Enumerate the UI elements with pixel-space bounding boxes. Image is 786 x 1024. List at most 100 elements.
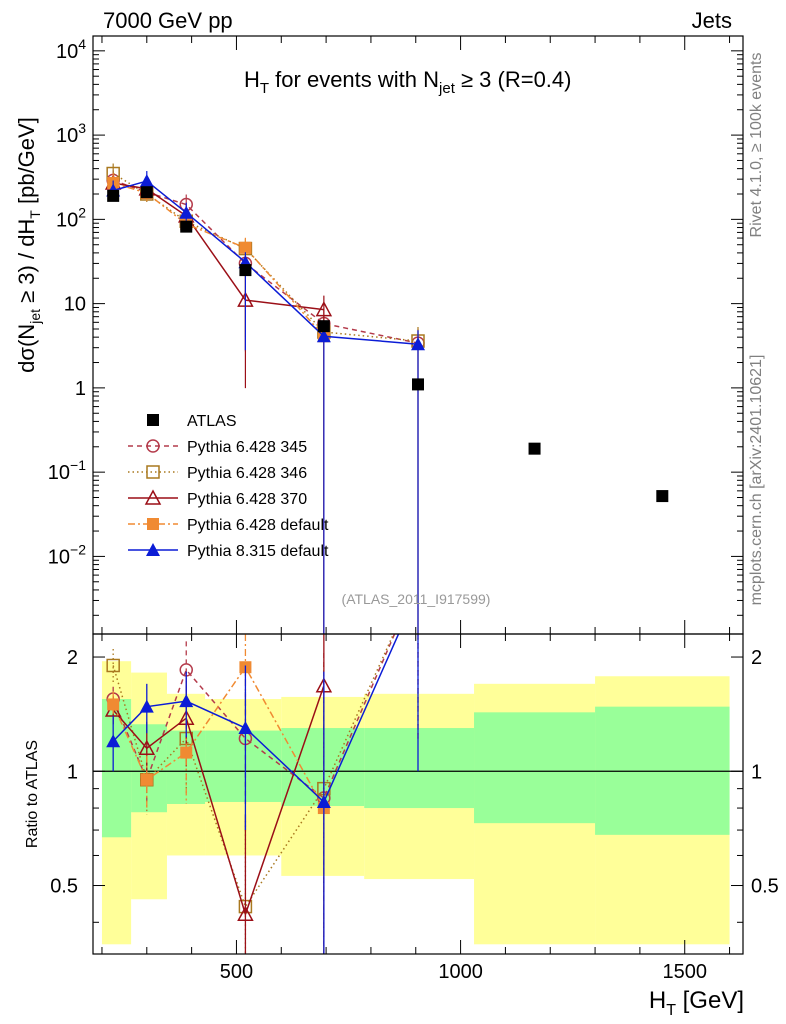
main-point: [315, 300, 333, 317]
ylabel-part-e: [pb/GeV]: [14, 117, 39, 210]
atlas-point: [180, 220, 193, 233]
main-ytick-label: 10−2: [48, 541, 86, 568]
ratio-series-line: [112, 634, 396, 800]
ratio-band-green: [205, 730, 282, 802]
main-series-line: [112, 180, 419, 345]
atlas-point: [140, 186, 153, 199]
plot-title-end: ≥ 3 (R=0.4): [455, 67, 572, 92]
ratio-ytick-label-left: 0.5: [50, 876, 78, 898]
ratio-series: [106, 634, 419, 954]
atlas-point: [239, 264, 252, 277]
legend-marker: [146, 543, 160, 556]
legend-entry: Pythia 6.428 345: [128, 439, 307, 456]
legend-entry: Pythia 6.428 default: [128, 517, 329, 534]
main-ytick-label: 102: [56, 204, 86, 231]
atlas-point: [317, 320, 330, 333]
ratio-band-green: [101, 699, 132, 838]
ratio-ytick-label-right: 0.5: [751, 876, 779, 898]
legend-label: Pythia 6.428 370: [187, 491, 307, 508]
main-ytick-base: 10: [48, 462, 70, 484]
energy-label: 7000 GeV pp: [103, 8, 233, 33]
legend-marker: [146, 439, 160, 453]
xlabel-h: H: [649, 987, 666, 1014]
main-ytick-base: 10: [56, 125, 78, 147]
ylabel-part-a: dσ(N: [14, 324, 39, 373]
ratio-ticks: 500 1000 1500 2 2 1 1 0.5 0.5: [50, 634, 779, 983]
xlabel: HT [GeV]: [649, 987, 744, 1019]
legend-entry: Pythia 6.428 370: [128, 489, 307, 508]
legend-marker: [147, 414, 159, 426]
main-ytick-base: 10: [48, 546, 70, 568]
main-point: [411, 337, 425, 351]
ratio-band-green: [364, 728, 475, 809]
legend-label: Pythia 8.315 default: [187, 543, 329, 560]
legend-marker: [144, 489, 162, 505]
analysis-label: (ATLAS_2011_I917599): [342, 591, 491, 607]
legend-entry: Pythia 8.315 default: [128, 543, 329, 560]
main-ytick-base: 10: [56, 41, 78, 63]
plot-title-sub-t: T: [260, 80, 269, 97]
ratio-series-line: [112, 634, 395, 909]
main-ylabel: dσ(Njet ≥ 3) / dHT [pb/GeV]: [14, 117, 43, 373]
ratio-point: [106, 734, 121, 748]
plot-title-h: H: [244, 67, 260, 92]
xlabel-unit: [GeV]: [676, 987, 744, 1014]
ratio-panel: 500 1000 1500 2 2 1 1 0.5 0.5: [50, 633, 779, 983]
legend-label: Pythia 6.428 346: [187, 465, 307, 482]
xtick-label: 500: [220, 961, 253, 983]
ratio-marks: [104, 634, 419, 954]
ratio-ytick-label-left: 1: [67, 761, 78, 783]
legend-marker: [147, 518, 159, 530]
ratio-band-green: [474, 712, 596, 824]
ratio-ytick-label-right: 1: [751, 761, 762, 783]
category-label: Jets: [692, 8, 732, 33]
main-point: [179, 205, 194, 219]
xtick-label: 1000: [438, 961, 483, 983]
main-ytick-label: 103: [56, 120, 86, 147]
ratio-ytick-label-left: 2: [67, 647, 78, 669]
ratio-point: [106, 658, 120, 673]
ratio-point: [138, 739, 156, 755]
legend: ATLAS Pythia 6.428 345 Pythia 6.428 346 Pyt…: [128, 413, 329, 560]
atlas-point: [107, 189, 120, 202]
main-ytick-label: 1: [75, 378, 86, 400]
main-ytick-base: 10: [64, 294, 86, 316]
main-ytick-label: 10: [64, 294, 86, 316]
mcplots-label: mcplots.cern.ch [arXiv:2401.10621]: [748, 355, 765, 606]
ratio-bands: [93, 661, 743, 945]
rivet-label: Rivet 4.1.0, ≥ 100k events: [748, 53, 765, 238]
ratio-point: [107, 698, 120, 711]
main-point: [139, 174, 154, 188]
legend-label: Pythia 6.428 345: [187, 439, 307, 456]
plot-title-sub-jet: jet: [438, 80, 456, 97]
ratio-point: [316, 794, 331, 808]
legend-entry: Pythia 6.428 346: [128, 465, 307, 482]
main-ytick-base: 10: [56, 209, 78, 231]
ratio-ylabel: Ratio to ATLAS: [24, 740, 41, 848]
ylabel-part-c: ≥ 3) / dH: [14, 219, 39, 309]
main-marks: [104, 163, 669, 634]
ratio-point: [139, 699, 154, 713]
ratio-ytick-label-right: 2: [751, 647, 762, 669]
main-ytick-label: 10−1: [48, 457, 86, 484]
main-ytick-label: 104: [56, 36, 86, 63]
legend-label: Pythia 6.428 default: [187, 517, 329, 534]
atlas-data: [107, 186, 669, 503]
legend-entry: ATLAS: [147, 413, 237, 430]
main-point: [239, 241, 252, 254]
atlas-point: [656, 490, 669, 503]
legend-label: ATLAS: [187, 413, 237, 430]
legend-marker: [146, 465, 160, 479]
ratio-point: [180, 746, 193, 759]
atlas-point: [528, 442, 541, 455]
xlabel-sub-t: T: [666, 1002, 676, 1019]
plot-title: HT for events with Njet ≥ 3 (R=0.4): [244, 67, 571, 97]
main-ytick-exp: −1: [70, 457, 86, 473]
main-ytick-exp: 2: [78, 204, 86, 220]
ratio-point: [140, 773, 153, 786]
main-ytick-base: 1: [75, 378, 86, 400]
ratio-point: [238, 721, 253, 735]
